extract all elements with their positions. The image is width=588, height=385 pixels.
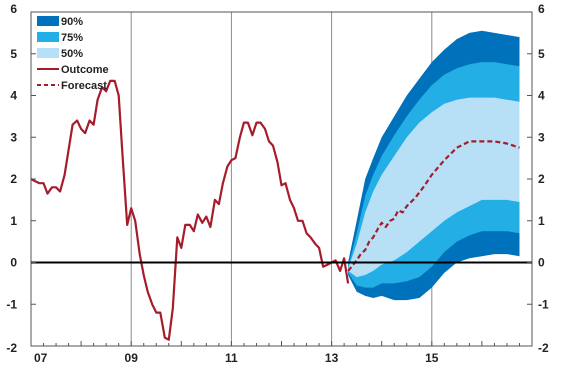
y-tick-label-left: 5	[10, 47, 17, 61]
y-tick-label-right: 5	[538, 47, 545, 61]
legend-swatch-75pct	[37, 32, 59, 42]
data-lines	[30, 79, 520, 341]
y-tick-label-left: 4	[10, 89, 17, 103]
y-tick-label-left: 1	[10, 214, 17, 228]
series-line-forecast	[347, 140, 520, 272]
y-tick-label-right: 4	[538, 89, 545, 103]
fan-band-50pct	[348, 97, 520, 278]
legend-label-50pct: 50%	[61, 48, 83, 60]
y-tick-label-right: 6	[538, 2, 545, 16]
y-tick-label-left: 3	[10, 130, 17, 144]
y-tick-label-right: 1	[538, 214, 545, 228]
x-tick-label-09: 09	[125, 351, 139, 365]
axes: 6 65 54 43 32 21 10 0-1 -1-2 -207 09 11 13 15	[6, 2, 549, 365]
y-tick-label-right: -2	[538, 341, 549, 355]
y-tick-label-right: -1	[538, 297, 549, 311]
legend-swatch-90pct	[37, 16, 59, 26]
y-tick-label-left: 6	[10, 2, 17, 16]
legend-label-90pct: 90%	[61, 16, 83, 28]
y-tick-label-left: 2	[10, 172, 17, 186]
x-tick-label-07: 07	[34, 351, 48, 365]
legend-swatch-50pct	[37, 48, 59, 58]
y-tick-label-right: 3	[538, 130, 545, 144]
legend: 90% 75% 50% Outcome Forecast	[37, 16, 109, 92]
y-tick-label-right: 0	[538, 256, 545, 270]
x-tick-label-11: 11	[225, 351, 238, 365]
y-tick-label-left: 0	[10, 256, 17, 270]
y-tick-label-left: -2	[6, 341, 17, 355]
y-tick-label-right: 2	[538, 172, 545, 186]
legend-label-75pct: 75%	[61, 32, 83, 44]
x-tick-label-13: 13	[325, 351, 339, 365]
legend-label-outcome: Outcome	[61, 64, 109, 76]
y-tick-label-left: -1	[6, 297, 17, 311]
x-tick-label-15: 15	[425, 351, 439, 365]
fan-bands	[348, 30, 520, 301]
legend-label-forecast: Forecast	[61, 80, 107, 92]
series-line-outcome	[30, 79, 350, 341]
